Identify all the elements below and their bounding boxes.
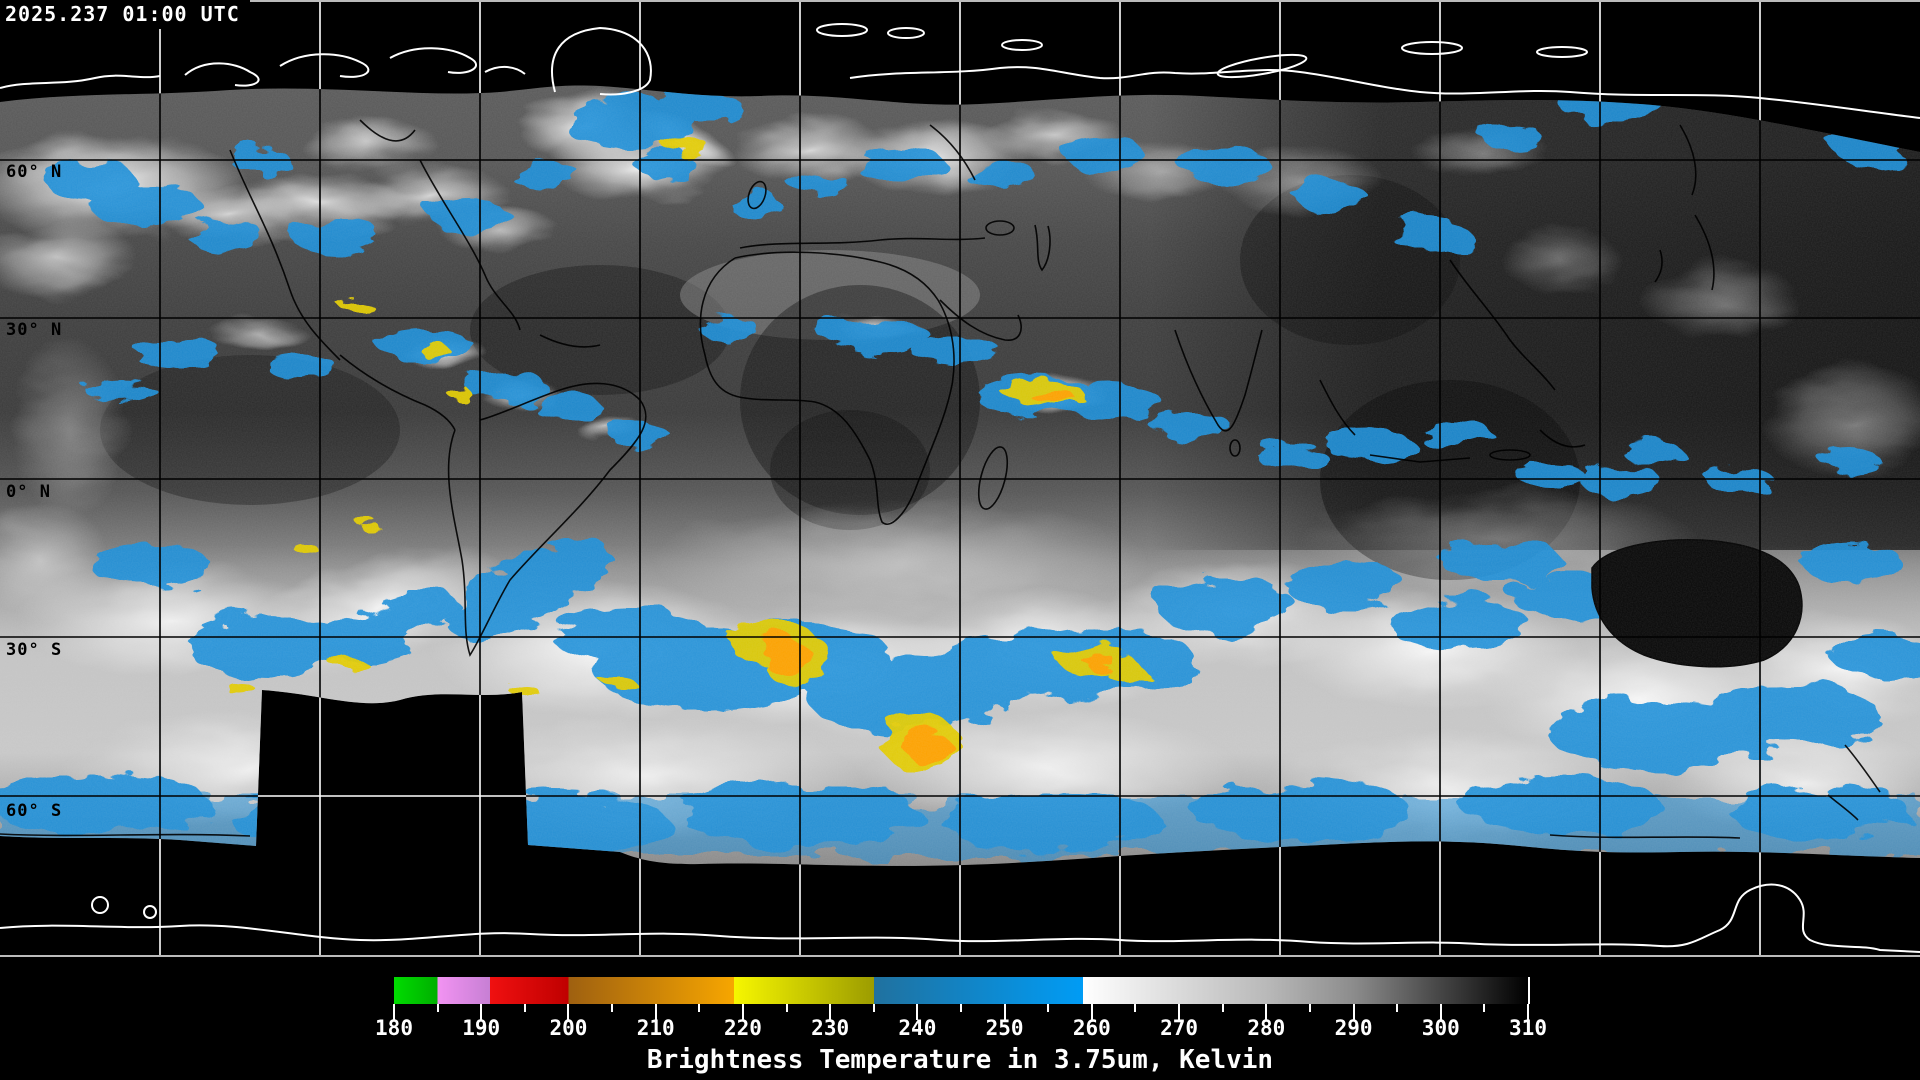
colorbar-tick-label: 300 [1421,1016,1460,1040]
colorbar-tick-label: 180 [375,1016,413,1040]
colorbar-title: Brightness Temperature in 3.75um, Kelvin [646,1045,1274,1075]
colorbar-tick-label: 240 [898,1016,937,1040]
colorbar-tick-label: 290 [1334,1016,1373,1040]
colorbar-minor-tick [611,1004,614,1012]
colorbar-major-tick [1178,1004,1181,1020]
colorbar-tick-label: 270 [1160,1016,1199,1040]
colorbar-minor-tick [1134,1004,1137,1012]
colorbar-major-tick [1090,1004,1093,1020]
colorbar-major-tick [1003,1004,1006,1020]
colorbar-minor-tick [872,1004,875,1012]
satellite-map-image [0,0,1920,957]
colorbar-minor-tick [1308,1004,1311,1012]
colorbar-minor-tick [1396,1004,1399,1012]
colorbar-gradient [394,977,1530,1004]
latitude-label: 30° S [6,640,63,660]
colorbar-tick-label: 250 [985,1016,1024,1040]
colorbar-major-tick [916,1004,919,1020]
latitude-label: 0° N [6,482,51,502]
colorbar-minor-tick [1221,1004,1224,1012]
colorbar-major-tick [741,1004,744,1020]
latitude-label: 30° N [6,320,63,340]
colorbar-minor-tick [785,1004,788,1012]
colorbar-minor-tick [960,1004,962,1012]
colorbar-tick-label: 310 [1509,1016,1547,1040]
colorbar-minor-tick [436,1004,439,1012]
colorbar-minor-tick [523,1004,526,1012]
timestamp-label: 2025.237 01:00 UTC [0,0,250,29]
colorbar-tick-label: 260 [1072,1016,1111,1040]
colorbar-major-tick [1352,1004,1355,1020]
colorbar-major-tick [654,1004,657,1020]
coastlines-light [0,23,1920,953]
colorbar-minor-tick [1483,1004,1486,1012]
colorbar-legend: 180 190 200 210 220 230 240 250 260 270 280 290 300 3… [0,957,1920,1080]
colorbar-major-tick [393,1004,395,1020]
colorbar-major-tick [480,1004,483,1020]
colorbar-major-tick [1527,1004,1529,1020]
antarctica-coastline [0,883,1920,953]
colorbar-tick-label: 210 [636,1016,675,1040]
latitude-label: 60° S [6,801,63,821]
colorbar-tick-label: 220 [723,1016,762,1040]
colorbar-tick-label: 200 [549,1016,588,1040]
colorbar-major-tick [1439,1004,1442,1020]
colorbar-major-tick [829,1004,832,1020]
world-satellite-map: 2025.237 01:00 UTC 60° N 30° N 0° N 30° S 60… [0,0,1920,957]
colorbar-tick-label: 230 [811,1016,850,1040]
colorbar-tick-label: 190 [462,1016,501,1040]
colorbar-minor-tick [698,1004,701,1012]
colorbar-major-tick [567,1004,570,1020]
colorbar-major-tick [1265,1004,1268,1020]
coastlines-dark [0,119,1881,839]
colorbar-tick-label: 280 [1247,1016,1286,1040]
colorbar-minor-tick [1047,1004,1050,1012]
latitude-label: 60° N [6,162,63,182]
